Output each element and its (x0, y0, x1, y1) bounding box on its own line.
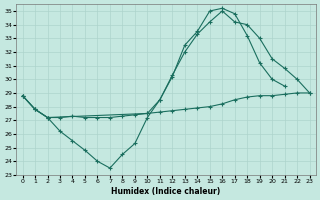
X-axis label: Humidex (Indice chaleur): Humidex (Indice chaleur) (111, 187, 221, 196)
